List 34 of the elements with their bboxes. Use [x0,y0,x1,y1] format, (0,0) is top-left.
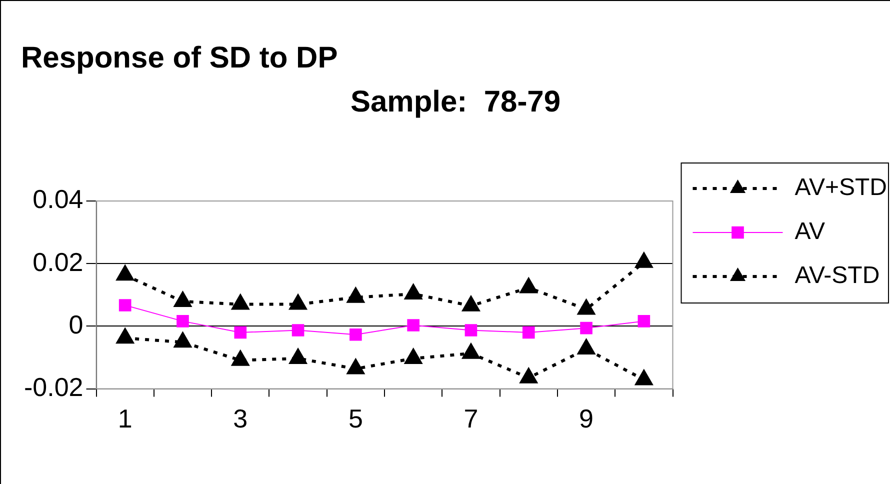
point [462,296,480,312]
point [232,350,249,366]
point [116,328,134,344]
point [635,252,652,268]
y-tick-label: -0.02 [24,372,84,402]
y-tick-label: 0 [68,309,84,340]
point [578,300,595,315]
x-tick-label: 5 [348,404,363,434]
x-tick-label: 3 [233,404,248,434]
point [520,278,538,294]
point [635,370,652,386]
legend-label: AV-STD [794,262,880,290]
legend-label: AV+STD [794,174,887,202]
x-tick-label: 1 [118,404,132,434]
y-tick-label: 0.02 [32,246,84,277]
point [290,294,306,310]
chart-title: Response of SD to DP [21,41,338,74]
chart-subtitle: Sample: 78-79 [350,85,561,118]
point [404,348,422,364]
point [116,266,134,281]
y-tick-label: 0.04 [32,184,84,214]
point [290,348,306,364]
x-tick-label: 7 [464,404,478,434]
point [462,344,480,359]
point [174,292,192,307]
point [232,294,249,310]
point [404,284,422,300]
point [347,288,364,303]
point [578,340,595,355]
point [174,332,192,348]
legend-label: AV [794,218,825,246]
point [347,359,364,374]
x-tick-label: 9 [579,404,594,434]
point [520,368,538,384]
